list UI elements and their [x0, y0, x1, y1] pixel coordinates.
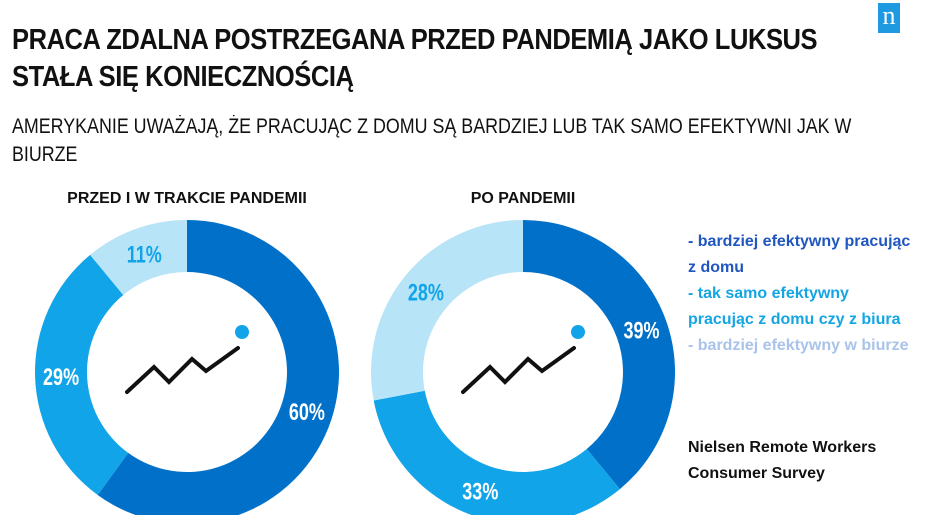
page-title: PRACA ZDALNA POSTRZEGANA PRZED PANDEMIĄ …: [12, 22, 818, 96]
legend-item-office-better: - bardziej efektywny w biurze: [688, 337, 909, 354]
chart-1-title: PRZED I W TRAKCIE PANDEMII: [67, 190, 307, 207]
donut-segment: [90, 220, 187, 295]
donut-segment: [97, 220, 339, 515]
title-line-1: PRACA ZDALNA POSTRZEGANA PRZED PANDEMIĄ …: [12, 24, 818, 56]
page-subtitle: AMERYKANIE UWAŻAJĄ, ŻE PRACUJĄC Z DOMU S…: [12, 115, 852, 166]
legend-item-home-better: - bardziej efektywny pracując z domu: [688, 233, 911, 276]
nielsen-logo-icon: n: [878, 3, 900, 33]
legend: - bardziej efektywny pracując z domu - t…: [688, 229, 918, 359]
donut-segment: [34, 254, 129, 495]
donut-segment: [371, 220, 523, 401]
donut-value-label: 33%: [462, 479, 498, 505]
trend-dot-icon: [235, 325, 249, 339]
donut-chart-before: 60% 29% 11%: [34, 220, 339, 515]
source-note: Nielsen Remote Workers Consumer Survey: [688, 435, 876, 487]
donut-value-label: 29%: [43, 365, 79, 391]
legend-item-same: - tak samo efektywny pracując z domu czy…: [688, 285, 901, 328]
trend-line-icon: [125, 346, 240, 394]
source-line-1: Nielsen Remote Workers: [688, 439, 877, 456]
trend-dot-icon: [571, 325, 585, 339]
source-line-2: Consumer Survey: [688, 465, 825, 482]
donut-value-label: 60%: [289, 400, 325, 426]
donut-value-label: 11%: [127, 242, 162, 268]
donut-value-label: 39%: [624, 318, 660, 344]
donut-segment: [373, 390, 620, 515]
trend-line-icon: [461, 346, 576, 394]
title-line-2: STAŁA SIĘ KONIECZNOŚCIĄ: [12, 61, 354, 93]
donut-chart-after: 39% 33% 28%: [371, 220, 675, 515]
chart-2-title: PO PANDEMII: [470, 190, 576, 207]
donut-segment: [523, 220, 675, 490]
donut-value-label: 28%: [408, 280, 444, 306]
